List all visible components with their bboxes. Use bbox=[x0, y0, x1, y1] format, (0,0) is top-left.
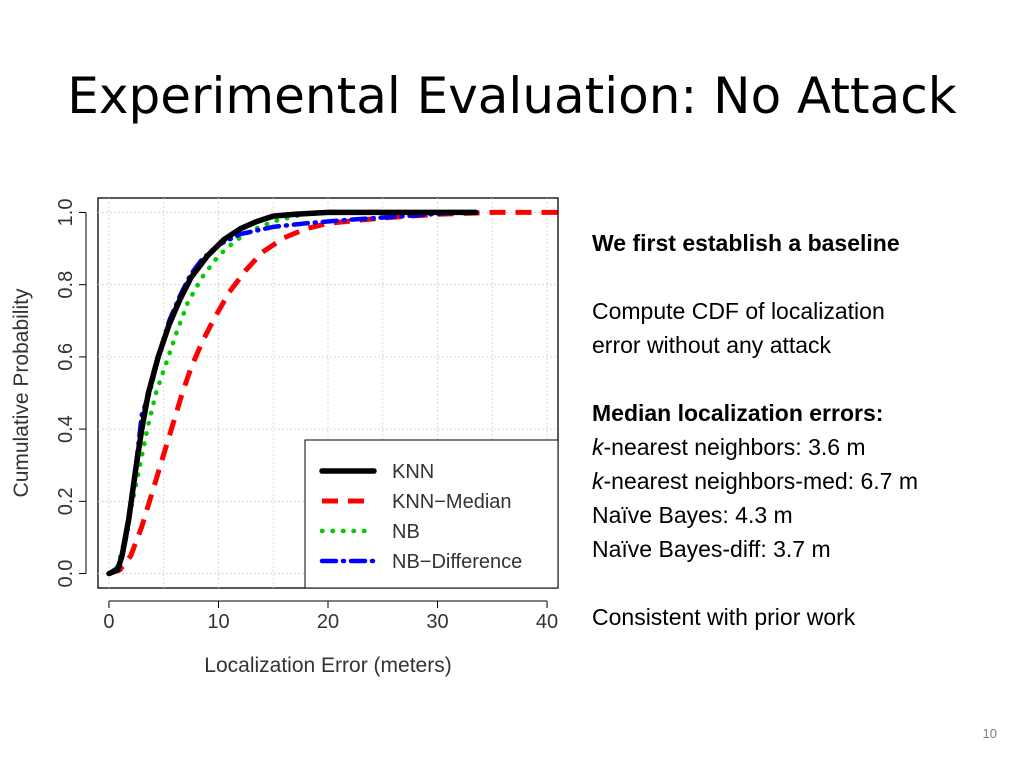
x-tick-label: 40 bbox=[536, 611, 558, 633]
y-tick-label: 0.4 bbox=[55, 415, 77, 443]
x-tick-label: 10 bbox=[207, 611, 229, 633]
median-item-knn: k-nearest neighbors: 3.6 m bbox=[592, 430, 1012, 464]
median-item-text: Naïve Bayes-diff: 3.7 m bbox=[592, 536, 831, 562]
series-line-0 bbox=[106, 209, 479, 577]
x-tick-label: 20 bbox=[317, 611, 339, 633]
y-axis-label: Cumulative Probability bbox=[10, 288, 33, 497]
cdf-description-line-1: Compute CDF of localization bbox=[592, 298, 885, 324]
y-tick-label: 0.6 bbox=[55, 343, 77, 371]
y-tick-label: 0.2 bbox=[55, 487, 77, 515]
legend-label: NB−Difference bbox=[392, 551, 522, 573]
median-item-text: Naïve Bayes: 4.3 m bbox=[592, 502, 793, 528]
data-series bbox=[106, 209, 558, 577]
cdf-description-line-2: error without any attack bbox=[592, 332, 832, 358]
page-number: 10 bbox=[982, 726, 997, 741]
y-tick-label: 1.0 bbox=[55, 199, 77, 227]
italic-k: k bbox=[592, 434, 604, 460]
axes: 0 10 20 30 40 0.0 0.2 0.4 0.6 0.8 1.0 bbox=[55, 199, 558, 633]
x-tick-label: 0 bbox=[103, 611, 114, 633]
legend: KNN KNN−Median NB NB−Difference bbox=[304, 439, 559, 589]
cdf-chart: 0 10 20 30 40 0.0 0.2 0.4 0.6 0.8 1.0 Cumulative P… bbox=[10, 197, 559, 677]
legend-label: KNN−Median bbox=[392, 491, 512, 513]
median-item-text: -nearest neighbors: 3.6 m bbox=[603, 434, 866, 460]
median-item-knn-median: k-nearest neighbors-med: 6.7 m bbox=[592, 464, 1012, 498]
baseline-heading: We first establish a baseline bbox=[592, 230, 900, 256]
y-tick-label: 0.0 bbox=[55, 560, 77, 588]
legend-box bbox=[304, 439, 559, 589]
legend-label: KNN bbox=[392, 461, 434, 483]
y-tick-label: 0.8 bbox=[55, 271, 77, 299]
median-item-text: -nearest neighbors-med: 6.7 m bbox=[603, 468, 919, 494]
median-errors-heading: Median localization errors: bbox=[592, 400, 884, 426]
median-item-nb-diff: Naïve Bayes-diff: 3.7 m bbox=[592, 532, 1012, 566]
median-item-nb: Naïve Bayes: 4.3 m bbox=[592, 498, 1012, 532]
legend-label: NB bbox=[392, 521, 420, 543]
x-tick-label: 30 bbox=[426, 611, 448, 633]
italic-k: k bbox=[592, 468, 604, 494]
series-line-2 bbox=[106, 210, 342, 576]
x-axis-label: Localization Error (meters) bbox=[204, 654, 451, 677]
conclusion-text: Consistent with prior work bbox=[592, 604, 856, 630]
slide-title: Experimental Evaluation: No Attack bbox=[67, 67, 957, 125]
text-panel: We first establish a baseline Compute CD… bbox=[592, 226, 1012, 634]
